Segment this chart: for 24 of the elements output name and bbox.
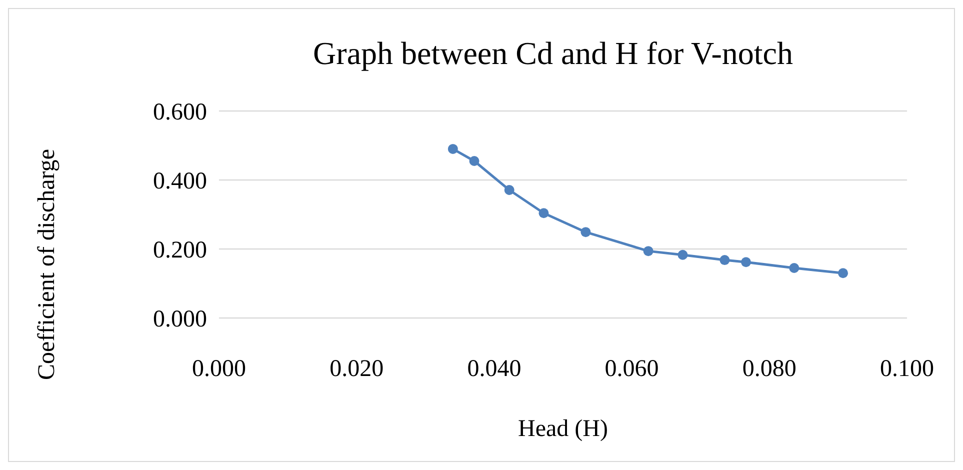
point xyxy=(643,246,654,256)
x-tick-label: 0.100 xyxy=(880,356,934,382)
x-tick-label: 0.000 xyxy=(192,356,246,382)
point xyxy=(741,257,752,268)
point xyxy=(580,227,591,238)
x-tick-label: 0.040 xyxy=(467,356,522,382)
point xyxy=(720,255,730,266)
y-tick-label: 0.400 xyxy=(153,168,207,194)
point xyxy=(448,144,458,154)
x-axis-title: Head (H) xyxy=(518,416,608,442)
point xyxy=(678,250,688,260)
point xyxy=(538,208,549,218)
y-tick-label: 0.200 xyxy=(153,237,207,264)
x-tick-label: 0.060 xyxy=(604,356,659,382)
point xyxy=(469,156,480,166)
y-axis-title: Coefficient of discharge xyxy=(34,148,60,380)
point xyxy=(789,262,800,273)
chart-title: Graph between Cd and H for V-notch xyxy=(313,35,793,71)
x-tick-label: 0.080 xyxy=(742,356,796,382)
y-tick-label: 0.000 xyxy=(153,306,207,332)
y-tick-label: 0.600 xyxy=(153,99,207,126)
point xyxy=(838,268,848,278)
point xyxy=(504,185,514,196)
x-tick-label: 0.020 xyxy=(330,356,384,382)
